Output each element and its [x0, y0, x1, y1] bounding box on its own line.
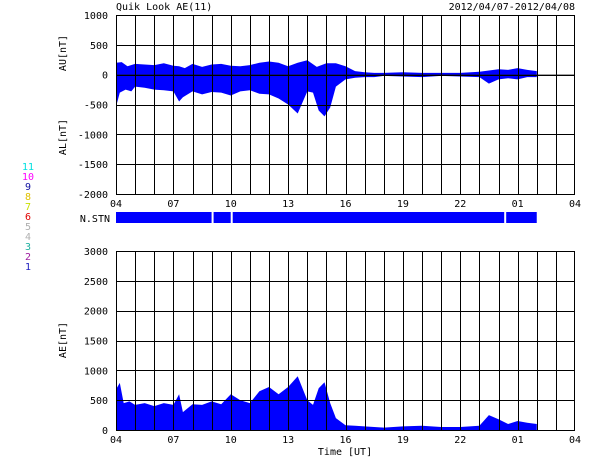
ae-frame [116, 251, 575, 431]
x-tick-label: 19 [397, 435, 409, 446]
au-axis-label: AU[nT] [58, 35, 69, 71]
x-tick-label: 13 [282, 199, 294, 210]
nstn-coverage [116, 212, 537, 223]
station-number: 8 [24, 192, 32, 203]
x-tick-label: 19 [397, 199, 409, 210]
y-tick-label: 500 [90, 396, 108, 407]
y-tick-label: 1500 [84, 337, 108, 348]
ae-axis-label: AE[nT] [58, 322, 69, 358]
x-tick-label: 04 [569, 199, 581, 210]
y-tick-label: 2000 [84, 307, 108, 318]
station-number: 5 [24, 222, 32, 233]
station-number: 11 [21, 162, 35, 173]
x-tick-label: 07 [167, 199, 179, 210]
x-tick-label: 22 [454, 199, 466, 210]
au-al-y-tick-labels: 1000 500 0 -500 -1000 -1500 -2000 [78, 11, 108, 201]
au-al-panel: 1000 500 0 -500 -1000 -1500 -2000 04 07 10 13 16 19… [58, 11, 581, 210]
station-number: 2 [24, 252, 32, 263]
y-tick-label: 0 [102, 426, 108, 437]
ae-x-tick-labels: 04 07 10 13 16 19 22 01 04 [110, 435, 581, 446]
x-tick-label: 10 [225, 199, 237, 210]
au-al-x-tick-labels: 04 07 10 13 16 19 22 01 04 [110, 199, 581, 210]
station-number: 4 [24, 232, 32, 243]
x-tick-label: 22 [454, 435, 466, 446]
x-tick-label: 01 [512, 199, 524, 210]
al-axis-label: AL[nT] [58, 119, 69, 155]
x-tick-label: 07 [167, 435, 179, 446]
y-tick-label: -2000 [78, 190, 108, 201]
station-number: 3 [24, 242, 32, 253]
station-count-panel: N.STN [80, 212, 537, 225]
y-tick-label: 1000 [84, 11, 108, 22]
nstn-bar [116, 212, 537, 223]
y-tick-label: 1000 [84, 366, 108, 377]
y-tick-label: 500 [90, 41, 108, 52]
station-number: 9 [24, 182, 32, 193]
station-number: 10 [21, 172, 35, 183]
x-tick-label: 13 [282, 435, 294, 446]
x-tick-label: 16 [339, 199, 351, 210]
x-tick-label: 10 [225, 435, 237, 446]
y-tick-label: 0 [102, 71, 108, 82]
x-tick-label: 04 [110, 199, 122, 210]
nstn-label: N.STN [80, 214, 110, 225]
station-number: 1 [24, 262, 32, 273]
y-tick-label: -500 [84, 101, 108, 112]
date-range: 2012/04/07-2012/04/08 [449, 2, 575, 13]
nstn-gap [230, 212, 233, 223]
ae-y-tick-labels: 3000 2500 2000 1500 1000 500 0 [84, 247, 108, 437]
station-number: 6 [24, 212, 32, 223]
station-number: 7 [24, 202, 32, 213]
nstn-gap [504, 212, 507, 223]
station-number-legend: 11 10 9 8 7 6 5 4 3 2 1 [18, 163, 38, 273]
nstn-gap [211, 212, 214, 223]
y-tick-label: -1500 [78, 160, 108, 171]
y-tick-label: -1000 [78, 130, 108, 141]
x-tick-label: 16 [339, 435, 351, 446]
x-tick-label: 04 [110, 435, 122, 446]
x-tick-label: 01 [512, 435, 524, 446]
y-tick-label: 3000 [84, 247, 108, 258]
time-axis-label: Time [UT] [318, 447, 372, 458]
au-al-grid [116, 15, 575, 194]
ae-grid [116, 251, 575, 430]
figure-title: Quik Look AE(11) [116, 2, 212, 13]
y-tick-label: 2500 [84, 277, 108, 288]
au-al-frame [116, 15, 575, 195]
x-tick-label: 04 [569, 435, 581, 446]
